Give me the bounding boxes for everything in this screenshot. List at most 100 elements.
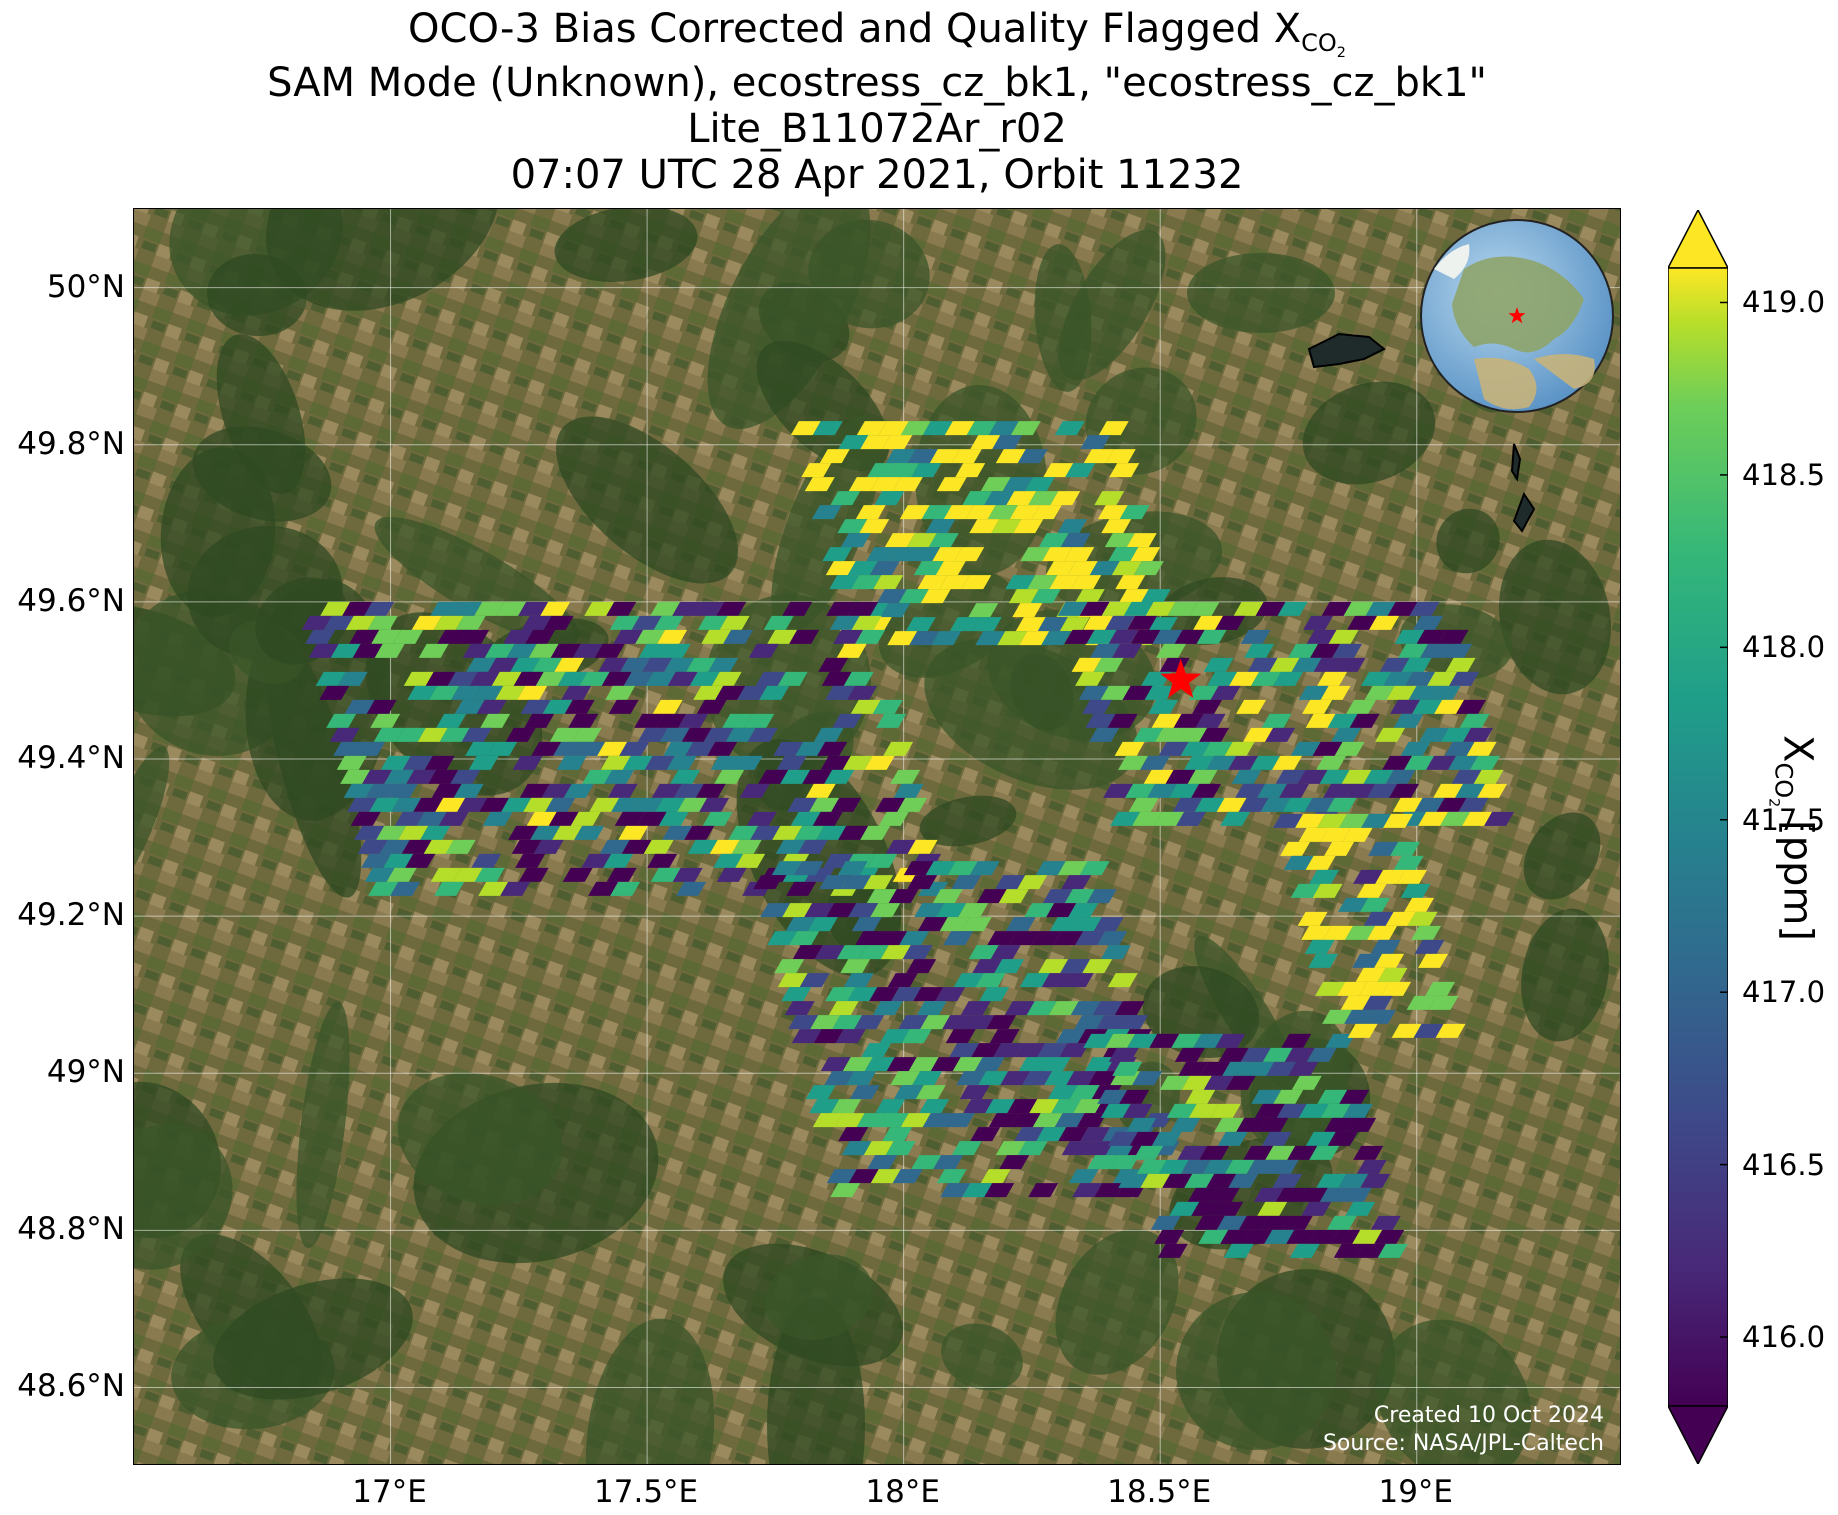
sounding-pixel bbox=[1147, 783, 1178, 798]
sounding-pixel bbox=[594, 643, 625, 658]
sounding-pixel bbox=[1105, 449, 1136, 464]
sounding-pixel bbox=[944, 1113, 975, 1128]
sounding-pixel bbox=[804, 903, 835, 918]
lake-outline bbox=[1307, 332, 1386, 369]
map-canvas[interactable] bbox=[134, 209, 1621, 1465]
sounding-pixel bbox=[1333, 1243, 1364, 1258]
sounding-pixel bbox=[1050, 491, 1081, 506]
sounding-pixel bbox=[851, 917, 882, 932]
sounding-pixel bbox=[1330, 1229, 1361, 1244]
sounding-pixel bbox=[501, 797, 532, 812]
sounding-pixel bbox=[1362, 995, 1393, 1010]
sounding-pixel bbox=[1210, 1103, 1241, 1118]
sounding-pixel bbox=[1067, 561, 1098, 576]
sounding-pixel bbox=[1210, 685, 1241, 700]
sounding-pixel bbox=[1108, 629, 1139, 644]
sounding-pixel bbox=[856, 1113, 887, 1128]
sounding-pixel bbox=[1352, 953, 1383, 968]
sounding-pixel bbox=[737, 685, 768, 700]
sounding-pixel bbox=[1305, 1131, 1336, 1146]
sounding-pixel bbox=[1009, 505, 1040, 520]
sounding-pixel bbox=[1459, 713, 1490, 728]
sounding-pixel bbox=[872, 699, 903, 714]
lon-tick-label: 19°E bbox=[1378, 1474, 1454, 1510]
sounding-pixel bbox=[1289, 1243, 1320, 1258]
sounding-pixel bbox=[1130, 629, 1161, 644]
sounding-pixel bbox=[1030, 589, 1061, 604]
sounding-pixel bbox=[435, 797, 466, 812]
sounding-pixel bbox=[767, 629, 798, 644]
sounding-pixel bbox=[1097, 505, 1128, 520]
sounding-pixel bbox=[1257, 783, 1288, 798]
sounding-pixel bbox=[561, 685, 592, 700]
sounding-pixel bbox=[1298, 685, 1329, 700]
sounding-pixel bbox=[860, 825, 891, 840]
sounding-pixel bbox=[597, 741, 628, 756]
sounding-pixel bbox=[1216, 1215, 1247, 1230]
sounding-pixel bbox=[767, 931, 798, 946]
sounding-pixel bbox=[1240, 629, 1271, 644]
sounding-pixel bbox=[1275, 769, 1306, 784]
sounding-pixel bbox=[1203, 657, 1234, 672]
sounding-pixel bbox=[474, 867, 505, 882]
sounding-pixel bbox=[1026, 1001, 1057, 1016]
sounding-pixel bbox=[1064, 629, 1095, 644]
sounding-pixel bbox=[1089, 727, 1120, 742]
sounding-pixel bbox=[1375, 869, 1406, 884]
sounding-pixel bbox=[920, 589, 951, 604]
sounding-pixel bbox=[1360, 897, 1391, 912]
sounding-pixel bbox=[673, 783, 704, 798]
sounding-pixel bbox=[1055, 1029, 1086, 1044]
sounding-pixel bbox=[959, 1085, 990, 1100]
sounding-pixel bbox=[777, 671, 808, 686]
sounding-pixel bbox=[1109, 463, 1140, 478]
sounding-pixel bbox=[831, 797, 862, 812]
sounding-pixel bbox=[1086, 629, 1117, 644]
sounding-pixel bbox=[1031, 505, 1062, 520]
sounding-pixel bbox=[826, 601, 857, 616]
sounding-pixel bbox=[1093, 917, 1124, 932]
sounding-pixel bbox=[819, 449, 850, 464]
sounding-pixel bbox=[1133, 561, 1164, 576]
sounding-pixel bbox=[1199, 727, 1230, 742]
sounding-pixel bbox=[1414, 797, 1445, 812]
sounding-pixel bbox=[842, 1057, 873, 1072]
sounding-pixel bbox=[780, 769, 811, 784]
sounding-pixel bbox=[367, 615, 398, 630]
sounding-pixel bbox=[457, 797, 488, 812]
sounding-pixel bbox=[1247, 657, 1278, 672]
sounding-pixel bbox=[1413, 615, 1444, 630]
sounding-pixel bbox=[963, 1099, 994, 1114]
sounding-pixel bbox=[1269, 657, 1300, 672]
sounding-pixel bbox=[437, 629, 468, 644]
sounding-pixel bbox=[488, 657, 519, 672]
sounding-pixel bbox=[1082, 699, 1113, 714]
sounding-pixel bbox=[1342, 1103, 1373, 1118]
sounding-pixel bbox=[326, 713, 357, 728]
sounding-pixel bbox=[1346, 1117, 1377, 1132]
sounding-pixel bbox=[703, 727, 734, 742]
sounding-pixel bbox=[305, 629, 336, 644]
sounding-pixel bbox=[791, 1029, 822, 1044]
sounding-pixel bbox=[1089, 561, 1120, 576]
sounding-pixel bbox=[1276, 1103, 1307, 1118]
sounding-pixel bbox=[557, 671, 588, 686]
sounding-pixel bbox=[1049, 917, 1080, 932]
sounding-pixel bbox=[978, 1071, 1009, 1086]
sounding-pixel bbox=[849, 1085, 880, 1100]
sounding-pixel bbox=[1010, 421, 1041, 436]
sounding-pixel bbox=[812, 1113, 843, 1128]
sounding-pixel bbox=[1028, 491, 1059, 506]
sounding-pixel bbox=[902, 945, 933, 960]
sounding-pixel bbox=[1228, 755, 1259, 770]
sounding-pixel bbox=[878, 811, 909, 826]
sounding-pixel bbox=[476, 699, 507, 714]
sounding-pixel bbox=[1304, 939, 1335, 954]
sounding-pixel bbox=[1071, 657, 1102, 672]
sounding-pixel bbox=[1019, 973, 1050, 988]
sounding-pixel bbox=[1361, 671, 1392, 686]
sounding-pixel bbox=[387, 783, 418, 798]
sounding-pixel bbox=[1069, 1085, 1100, 1100]
sounding-pixel bbox=[1393, 855, 1424, 870]
map-panel[interactable]: Created 10 Oct 2024 Source: NASA/JPL-Cal… bbox=[133, 208, 1621, 1465]
